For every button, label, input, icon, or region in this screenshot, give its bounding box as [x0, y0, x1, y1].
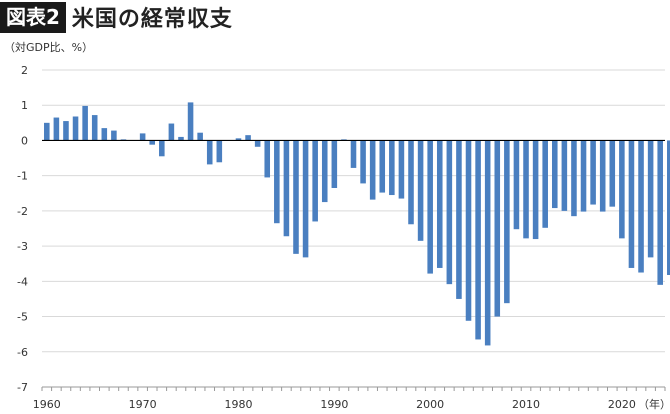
bar [254, 140, 261, 147]
bar [72, 116, 79, 141]
y-unit-label: （対GDP比、%） [4, 41, 94, 54]
bar [551, 140, 558, 209]
bar [590, 140, 596, 205]
chart-header: 図表2 米国の経常収支 [0, 0, 233, 34]
bar [360, 140, 366, 184]
bar [63, 121, 69, 141]
bar [101, 128, 108, 141]
bar [484, 140, 491, 346]
bar [53, 117, 60, 141]
bar [504, 140, 510, 304]
bar [139, 133, 146, 141]
bar [206, 140, 213, 165]
x-tick-label: 1970 [129, 398, 157, 411]
bar [427, 140, 433, 274]
bar [312, 140, 318, 222]
bar [274, 140, 280, 224]
bar [667, 140, 670, 275]
bar [647, 140, 654, 258]
bar [542, 140, 548, 228]
x-unit-label: （年） [638, 397, 670, 411]
bar [369, 140, 376, 200]
bar [321, 140, 328, 203]
bar [216, 140, 223, 163]
bar [638, 140, 644, 273]
bar [571, 140, 577, 217]
bar [178, 136, 184, 141]
bar [245, 135, 251, 141]
x-tick-label: 2020 [608, 398, 636, 411]
bar [82, 105, 88, 141]
bar [446, 140, 453, 285]
y-tick-label: -7 [17, 381, 28, 394]
bar [159, 140, 165, 157]
y-tick-label: 0 [21, 134, 28, 147]
y-tick-label: 1 [21, 99, 28, 112]
bar [532, 140, 539, 240]
bar [580, 140, 587, 212]
x-tick-label: 1980 [224, 398, 252, 411]
bar [523, 140, 529, 239]
x-tick-label: 1990 [320, 398, 348, 411]
bar [111, 130, 117, 141]
bar [350, 140, 357, 168]
bar [302, 140, 309, 258]
bar [619, 140, 625, 239]
bar [197, 132, 203, 141]
bar [398, 140, 405, 199]
bar [264, 140, 271, 178]
y-tick-label: -6 [17, 346, 28, 359]
bar [168, 123, 175, 141]
bar [609, 140, 616, 207]
chart-title: 米国の経常収支 [71, 7, 233, 32]
y-tick-label: -1 [17, 170, 28, 183]
x-tick-label: 1960 [33, 398, 61, 411]
bar [408, 140, 414, 225]
bar [187, 102, 194, 141]
bar [91, 115, 98, 141]
bar [379, 140, 386, 193]
y-tick-label: -3 [17, 240, 28, 253]
bar [235, 138, 242, 141]
bar [475, 140, 481, 340]
bar [494, 140, 501, 317]
bar [149, 140, 156, 145]
x-tick-label: 2000 [416, 398, 444, 411]
bar [44, 122, 50, 141]
bar [599, 140, 606, 212]
bar [513, 140, 520, 230]
bar [465, 140, 472, 321]
bar [657, 140, 663, 285]
bar [561, 140, 568, 211]
bar [283, 140, 290, 237]
bar [293, 140, 299, 254]
y-tick-label: -2 [17, 205, 28, 218]
x-tick-label: 2010 [512, 398, 540, 411]
figure-badge: 図表2 [0, 1, 66, 33]
bar [628, 140, 635, 268]
y-tick-label: -5 [17, 311, 28, 324]
bar [389, 140, 395, 196]
bar [331, 140, 338, 188]
bar [417, 140, 424, 241]
bar [436, 140, 443, 268]
y-tick-label: 2 [21, 64, 28, 77]
y-tick-label: -4 [17, 275, 28, 288]
bar [456, 140, 462, 299]
